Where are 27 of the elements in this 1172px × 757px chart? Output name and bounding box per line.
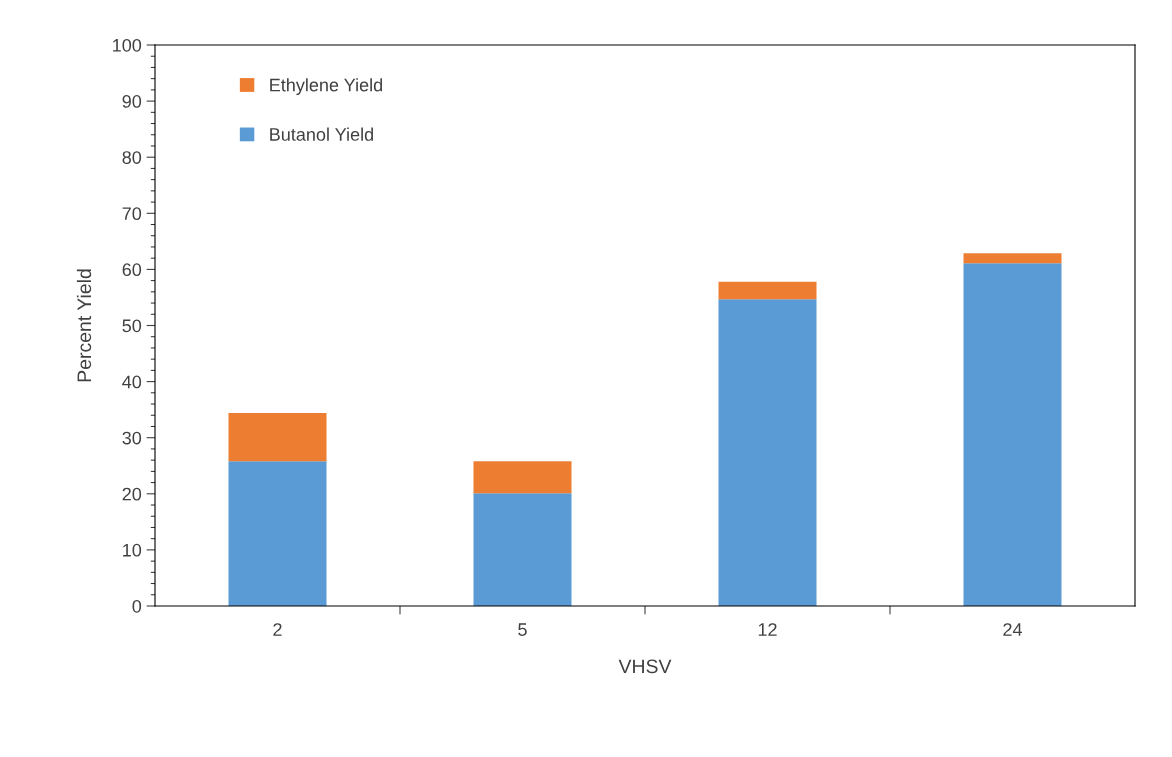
y-axis-title: Percent Yield — [76, 269, 92, 382]
legend-label: Butanol Yield — [270, 127, 373, 141]
y-tick-label: 100 — [113, 38, 142, 52]
x-tick-label: 12 — [758, 623, 777, 636]
y-tick-label: 40 — [122, 375, 142, 389]
x-tick-label: 2 — [273, 623, 282, 636]
bar — [473, 461, 572, 494]
y-tick-label: 70 — [122, 207, 142, 221]
bar — [228, 461, 327, 606]
y-tick-label: 0 — [132, 599, 142, 613]
bar — [228, 413, 327, 462]
y-tick-label: 30 — [122, 431, 142, 445]
y-tick-label: 80 — [122, 151, 142, 164]
y-tick-label: 10 — [123, 543, 142, 557]
bar — [963, 263, 1062, 606]
bar — [718, 299, 817, 606]
legend-label: Ethylene Yield — [270, 78, 383, 96]
y-tick-label: 20 — [122, 487, 142, 501]
bar — [718, 281, 817, 300]
bar — [473, 493, 572, 606]
x-tick-label: 24 — [1003, 623, 1023, 636]
bar — [963, 253, 1062, 264]
y-tick-label: 50 — [122, 319, 142, 333]
y-tick-label: 60 — [122, 263, 142, 277]
x-axis-title: VHSV — [618, 659, 672, 674]
x-tick-label: 5 — [518, 623, 527, 636]
y-tick-label: 90 — [122, 95, 142, 108]
